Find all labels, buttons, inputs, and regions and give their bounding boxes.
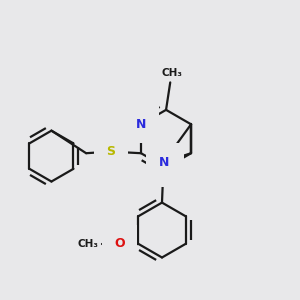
Text: N: N [161,161,171,174]
Text: N: N [136,118,146,131]
Text: O: O [114,237,125,250]
Text: CH₃: CH₃ [78,239,99,249]
Text: N: N [158,156,169,169]
Text: CH₃: CH₃ [161,68,182,78]
Text: S: S [106,145,115,158]
